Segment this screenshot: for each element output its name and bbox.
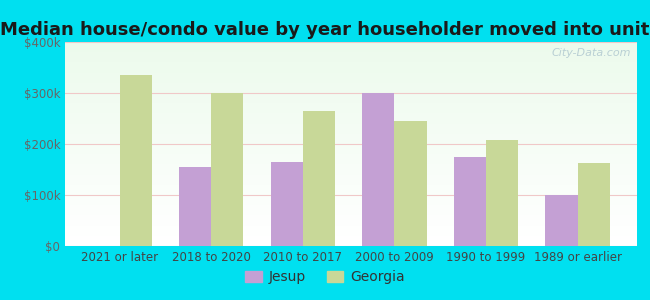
Text: Median house/condo value by year householder moved into unit: Median house/condo value by year househo… (0, 21, 650, 39)
Bar (271, 162, 303, 246)
Bar (65, 185, 637, 195)
Bar (211, 93, 244, 246)
Bar (65, 52, 637, 62)
Legend: Jesup, Georgia: Jesup, Georgia (239, 265, 411, 290)
Bar (545, 195, 577, 246)
Bar (486, 140, 518, 246)
Bar (65, 195, 637, 205)
Bar (65, 134, 637, 144)
Bar (303, 111, 335, 246)
Bar (454, 157, 486, 246)
Bar (65, 236, 637, 246)
Bar (65, 62, 637, 73)
Bar (395, 121, 426, 246)
Bar (577, 164, 610, 246)
Bar (65, 144, 637, 154)
Bar (65, 73, 637, 83)
Bar (65, 103, 637, 113)
Bar (65, 42, 637, 52)
Bar (65, 164, 637, 175)
Bar (363, 93, 395, 246)
Bar (65, 93, 637, 103)
Bar (65, 215, 637, 226)
Bar (120, 75, 152, 246)
Bar (65, 83, 637, 93)
Bar (65, 175, 637, 185)
Bar (65, 124, 637, 134)
Bar (65, 113, 637, 124)
Text: City-Data.com: City-Data.com (552, 48, 631, 58)
Bar (65, 226, 637, 236)
Bar (179, 167, 211, 246)
Bar (65, 205, 637, 215)
Bar (65, 154, 637, 164)
